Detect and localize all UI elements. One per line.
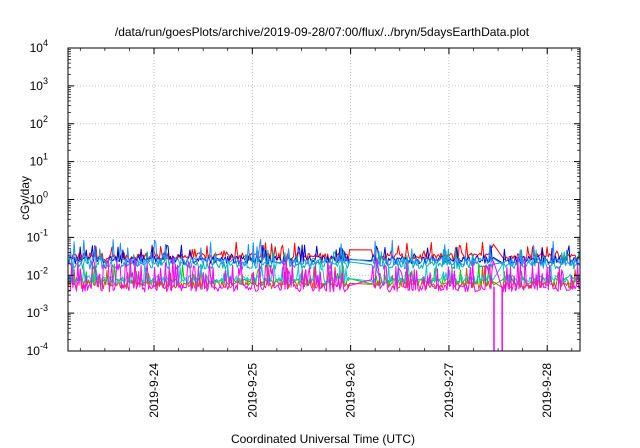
y-axis-label: cGy/day (18, 176, 32, 220)
x-tick-label: 2019-9-24 (147, 363, 161, 418)
y-tick-label: 10-1 (27, 227, 48, 244)
series-line (67, 248, 581, 270)
x-tick-label: 2019-9-27 (442, 363, 456, 418)
x-axis-label: Coordinated Universal Time (UTC) (231, 432, 415, 446)
series-line (67, 257, 581, 293)
y-tick-label: 101 (30, 152, 48, 169)
y-tick-label: 10-3 (27, 303, 48, 320)
grid (68, 48, 580, 351)
x-tick-label: 2019-9-28 (540, 363, 554, 418)
chart-title: /data/run/goesPlots/archive/2019-09-28/0… (115, 25, 530, 39)
y-tick-label: 100 (30, 190, 48, 207)
series-line (67, 238, 581, 267)
series-layer (67, 238, 581, 351)
x-tick-labels: 2019-9-24 2019-9-25 2019-9-26 2019-9-27 2019… (147, 363, 554, 418)
x-tick-label: 2019-9-26 (344, 363, 358, 418)
y-tick-label: 103 (30, 76, 48, 93)
x-tick-label: 2019-9-25 (245, 363, 259, 418)
y-tick-label: 102 (30, 114, 48, 131)
ticks (68, 47, 580, 352)
y-tick-label: 104 (30, 38, 48, 55)
y-tick-label: 10-2 (27, 265, 48, 282)
y-tick-label: 10-4 (27, 341, 48, 358)
y-tick-labels: 10-4 10-3 10-2 10-1 100 101 102 103 104 (27, 38, 48, 358)
